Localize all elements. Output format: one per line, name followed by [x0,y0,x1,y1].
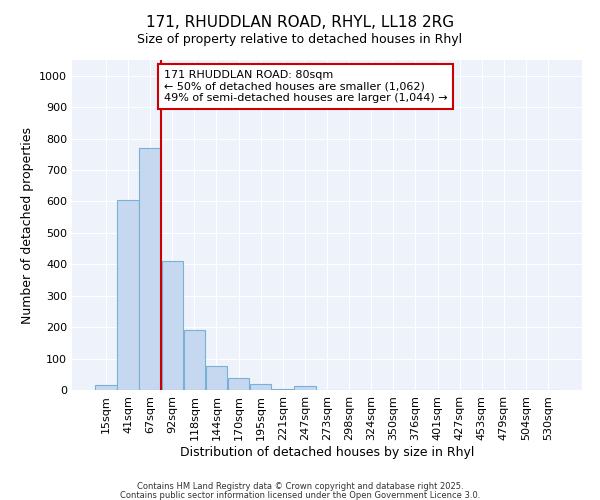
Bar [228,378,249,390]
X-axis label: Distribution of detached houses by size in Rhyl: Distribution of detached houses by size … [180,446,474,458]
Bar [184,330,205,390]
Bar [272,388,293,390]
Bar [250,384,271,390]
Text: Size of property relative to detached houses in Rhyl: Size of property relative to detached ho… [137,32,463,46]
Bar [117,200,139,390]
Y-axis label: Number of detached properties: Number of detached properties [20,126,34,324]
Bar [139,148,161,390]
Text: 171 RHUDDLAN ROAD: 80sqm
← 50% of detached houses are smaller (1,062)
49% of sem: 171 RHUDDLAN ROAD: 80sqm ← 50% of detach… [164,70,448,103]
Text: 171, RHUDDLAN ROAD, RHYL, LL18 2RG: 171, RHUDDLAN ROAD, RHYL, LL18 2RG [146,15,454,30]
Bar [294,386,316,390]
Text: Contains public sector information licensed under the Open Government Licence 3.: Contains public sector information licen… [120,490,480,500]
Bar [161,261,183,390]
Text: Contains HM Land Registry data © Crown copyright and database right 2025.: Contains HM Land Registry data © Crown c… [137,482,463,491]
Bar [95,386,116,390]
Bar [206,366,227,390]
